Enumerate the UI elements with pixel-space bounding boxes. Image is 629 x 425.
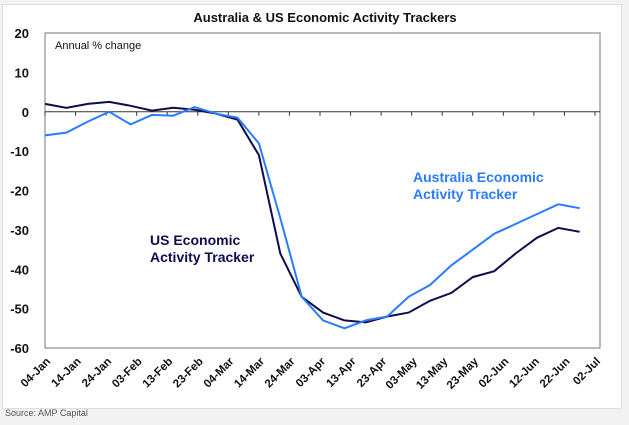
x-tick-label: 14-Mar — [232, 355, 267, 390]
series-label-australia: Activity Tracker — [413, 186, 518, 202]
x-tick-label: 02-Jun — [477, 356, 512, 391]
chart-frame — [2, 4, 622, 409]
y-unit-annotation: Annual % change — [55, 40, 141, 52]
y-tick-label: -50 — [10, 302, 29, 317]
y-tick-label: 0 — [22, 105, 29, 120]
series-line-australia — [44, 105, 580, 330]
series-line-us — [44, 100, 580, 324]
x-tick-label: 13-Feb — [141, 356, 176, 391]
x-tick-label: 24-Jan — [80, 356, 114, 390]
x-tick-label: 03-Apr — [294, 355, 329, 390]
x-tick-label: 03-May — [384, 355, 420, 391]
x-tick-label: 04-Mar — [202, 355, 237, 390]
chart-title: Australia & US Economic Activity Tracker… — [193, 10, 456, 25]
x-tick-label: 12-Jun — [507, 356, 542, 391]
x-tick-label: 13-Apr — [324, 355, 359, 390]
x-tick-label: 03-Feb — [110, 356, 145, 391]
source-note: Source: AMP Capital — [5, 408, 88, 418]
x-tick-label: 23-May — [445, 355, 481, 391]
x-tick-label: 13-May — [414, 355, 450, 391]
y-tick-label: -30 — [10, 223, 29, 238]
y-tick-label: 10 — [15, 65, 29, 80]
x-tick-label: 02-Jul — [571, 356, 603, 388]
y-tick-label: 20 — [15, 26, 29, 41]
y-tick-label: -40 — [10, 262, 29, 277]
y-tick-label: -60 — [10, 341, 29, 356]
series-label-us: US Economic — [150, 232, 240, 248]
y-tick-label: -20 — [10, 184, 29, 199]
x-tick-label: 23-Feb — [171, 356, 206, 391]
y-tick-label: -10 — [10, 144, 29, 159]
x-tick-label: 24-Mar — [263, 355, 298, 390]
series-label-australia: Australia Economic — [413, 169, 544, 185]
plot-area — [44, 32, 601, 349]
x-tick-label: 22-Jun — [538, 356, 573, 391]
x-tick-label: 14-Jan — [49, 356, 83, 390]
series-label-us: Activity Tracker — [150, 249, 255, 265]
x-tick-label: 04-Jan — [19, 356, 53, 390]
